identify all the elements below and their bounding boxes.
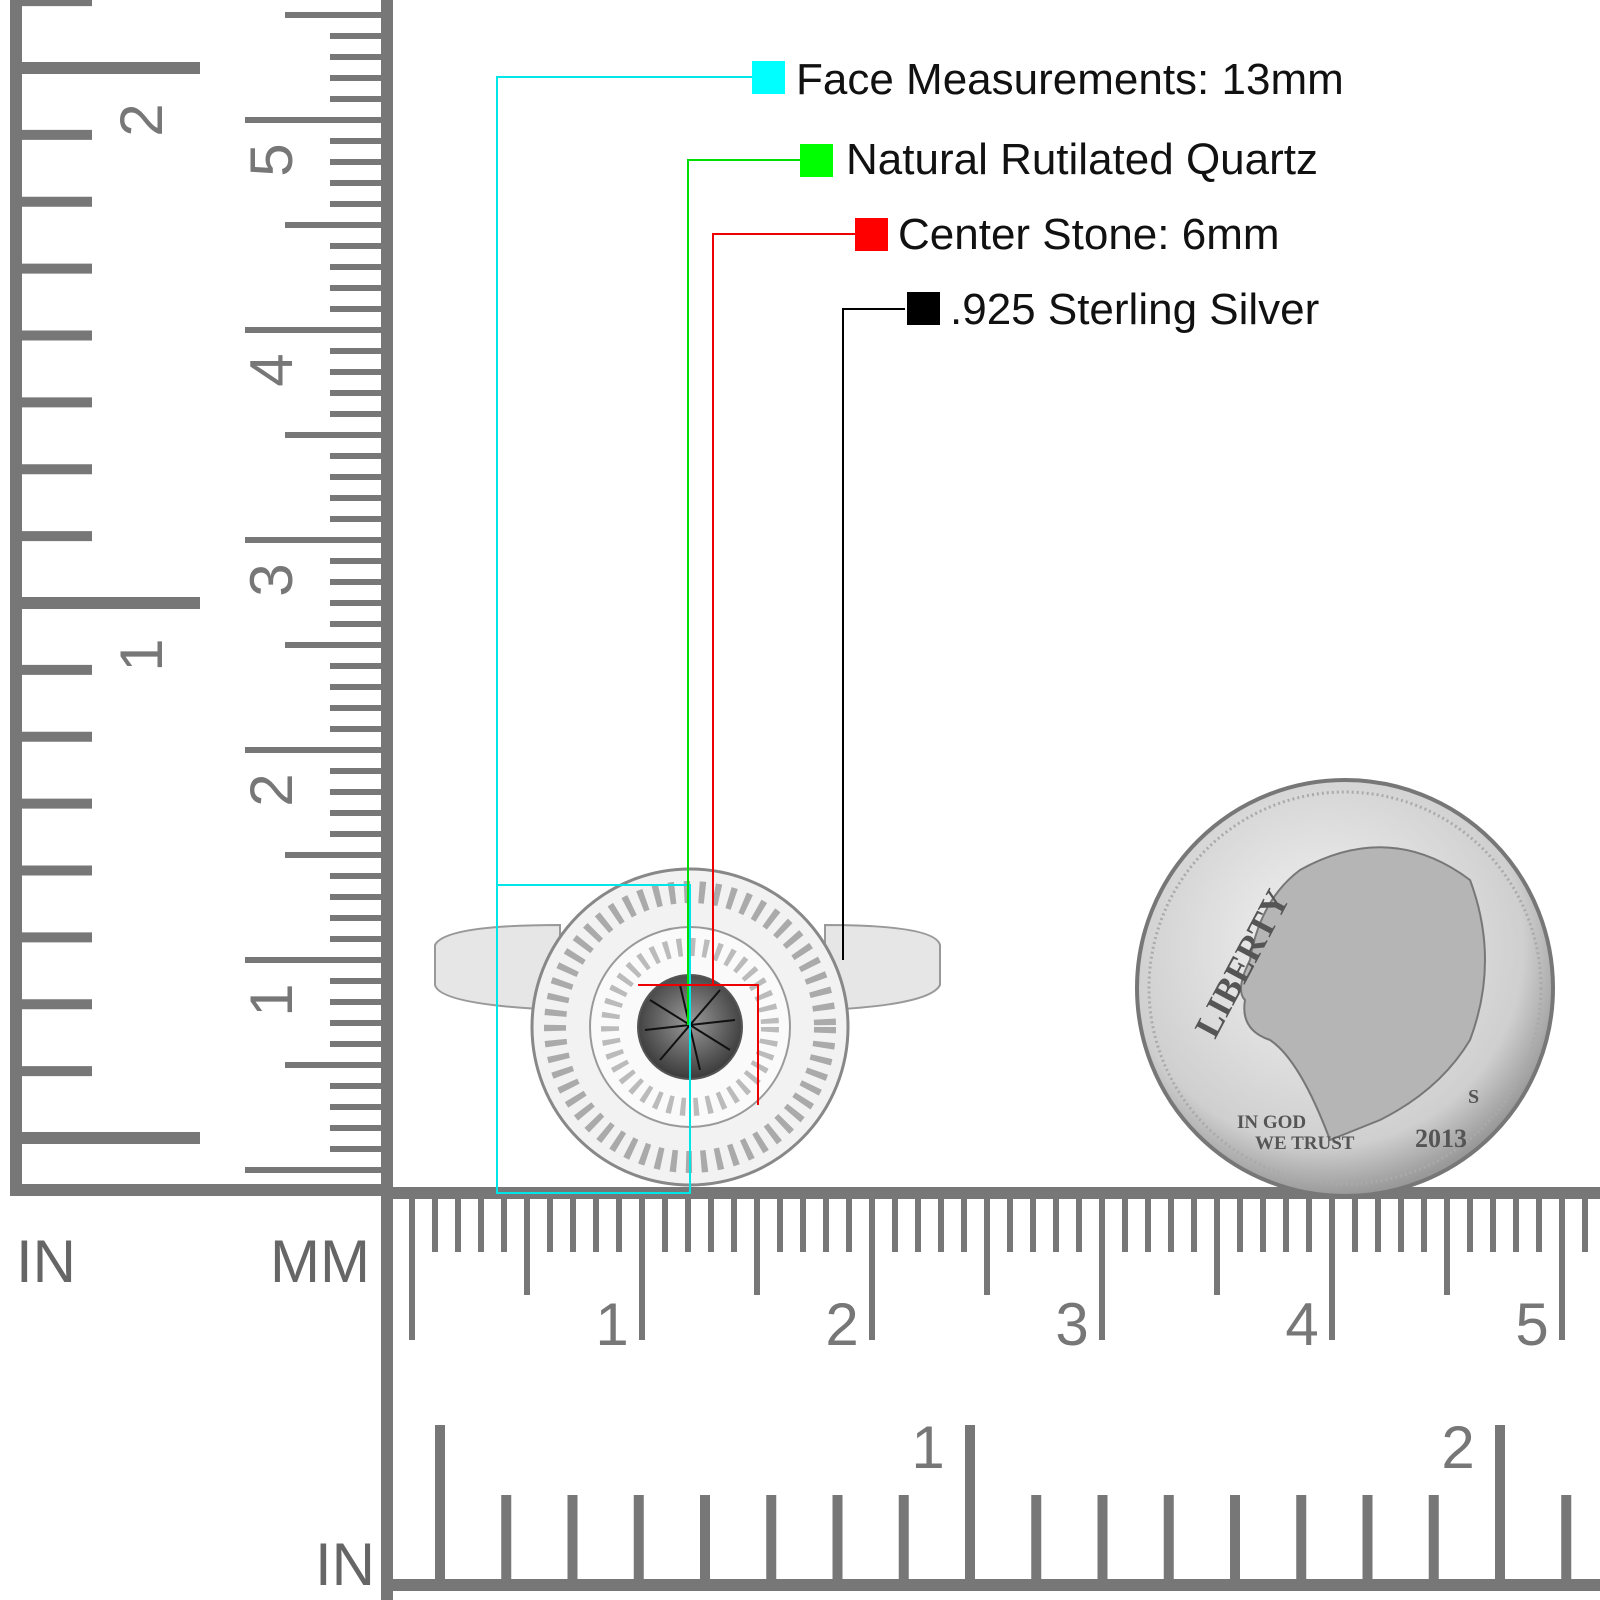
horizontal-inch-number: 1 [911,1414,944,1481]
vertical-cm-number: 1 [238,983,305,1016]
face-leader-line [496,76,752,1194]
coin-dime: LIBERTY IN GOD WE TRUST 2013 S [1135,778,1555,1198]
horizontal-cm-number: 5 [1515,1291,1548,1358]
leader-lines [496,76,905,1194]
metal-label: .925 Sterling Silver [950,285,1320,334]
coin-year: 2013 [1415,1124,1467,1153]
coin-motto-1: IN GOD [1237,1112,1306,1133]
horizontal-cm-number: 4 [1285,1291,1318,1358]
center-stone-label: Center Stone: 6mm [898,210,1280,259]
vertical-cm-number: 4 [238,353,305,386]
horizontal-cm-number: 3 [1055,1291,1088,1358]
quartz-leader-line [687,159,800,1025]
left-mm-unit: MM [270,1228,370,1295]
horizontal-cm-number: 2 [825,1291,858,1358]
metal-swatch [907,292,940,325]
vertical-inch-number: 1 [108,638,175,671]
silver-leader-line [842,308,905,960]
face-swatch [752,61,785,94]
center-stone-swatch [855,218,888,251]
coin-mint-mark: S [1468,1086,1479,1108]
horizontal-cm-number: 1 [595,1291,628,1358]
vertical-cm-number: 2 [238,773,305,806]
left-inch-unit: IN [16,1228,76,1295]
center-stone-leader-line [638,233,855,1105]
coin-motto-2: WE TRUST [1255,1133,1355,1154]
stone-type-label: Natural Rutilated Quartz [846,135,1318,184]
vertical-cm-number: 5 [238,143,305,176]
horizontal-inch-number: 2 [1441,1414,1474,1481]
vertical-cm-number: 3 [238,563,305,596]
bottom-inch-unit: IN [315,1531,375,1598]
face-measurement-label: Face Measurements: 13mm [796,55,1344,104]
vertical-inch-number: 2 [108,103,175,136]
quartz-swatch [800,144,833,177]
